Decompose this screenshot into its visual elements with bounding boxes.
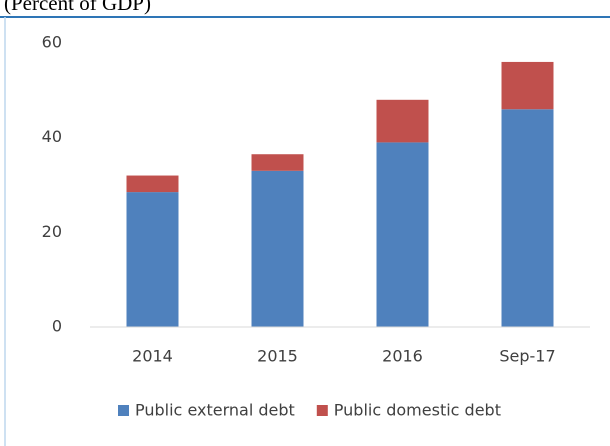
legend-swatch (118, 405, 129, 416)
x-tick-label: 2014 (132, 347, 173, 366)
y-tick-label: 60 (42, 33, 62, 52)
bar-segment (251, 154, 304, 171)
bar-segment (501, 61, 554, 110)
bar-segment (501, 109, 554, 328)
bar-segment (376, 142, 429, 327)
legend-label: Public domestic debt (334, 401, 501, 420)
x-tick-label: Sep-17 (499, 347, 555, 366)
legend-swatch (316, 405, 328, 416)
legend-label: Public external debt (135, 401, 295, 420)
bar-segment (376, 99, 429, 143)
x-tick-label: 2015 (257, 347, 298, 366)
bar-segment (126, 175, 179, 193)
chart-title: (Percent of GDP) (4, 0, 151, 15)
bar-segment (251, 170, 304, 327)
y-tick-label: 40 (42, 127, 62, 146)
bar-segment (126, 192, 179, 327)
y-tick-label: 20 (42, 222, 62, 241)
y-tick-label: 0 (52, 317, 62, 336)
x-tick-label: 2016 (382, 347, 423, 366)
